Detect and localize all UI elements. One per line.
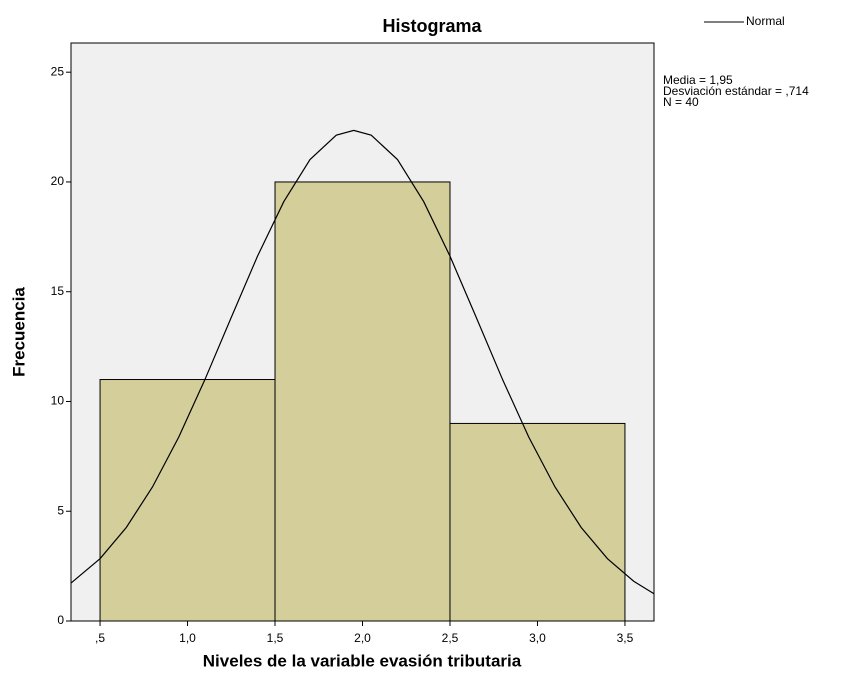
x-tick-label: 2,0	[354, 631, 371, 645]
bar	[99, 379, 276, 622]
x-tick-label: 1,0	[179, 631, 196, 645]
y-tick-label: 15	[51, 284, 65, 298]
y-tick-label: 0	[57, 613, 64, 627]
y-tick-label: 5	[57, 503, 64, 517]
normal-curve	[70, 129, 655, 595]
x-tick-label: 3,5	[617, 631, 634, 645]
x-axis-label: Niveles de la variable evasión tributari…	[203, 651, 522, 670]
chart-title: Histograma	[382, 16, 482, 36]
stats-annotation: N = 40	[663, 95, 699, 109]
x-tick-label: ,5	[95, 631, 105, 645]
legend-label: Normal	[746, 14, 785, 28]
bar	[274, 181, 451, 622]
y-axis-label: Frecuencia	[9, 287, 28, 377]
x-tick-label: 2,5	[442, 631, 459, 645]
y-tick-label: 25	[51, 64, 65, 78]
y-tick-label: 10	[51, 394, 65, 408]
x-tick-label: 1,5	[267, 631, 284, 645]
bar	[449, 422, 626, 622]
stats-annotation: Desviación estándar = ,714	[663, 84, 809, 98]
y-tick-label: 20	[51, 174, 65, 188]
stats-annotation: Media = 1,95	[663, 73, 733, 87]
x-tick-label: 3,0	[529, 631, 546, 645]
